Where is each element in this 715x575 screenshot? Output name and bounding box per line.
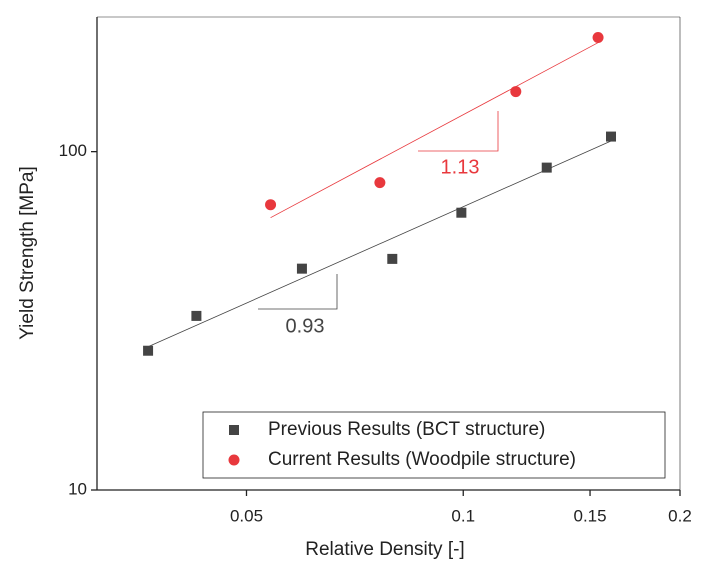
x-tick-label: 0.2 [668,506,692,525]
x-tick-label: 0.15 [573,506,606,525]
x-tick-label: 0.05 [230,506,263,525]
data-point [606,131,617,142]
data-point [456,207,467,218]
data-point [510,86,522,98]
legend-marker [229,425,239,435]
legend-box [202,411,666,479]
y-tick-label: 10 [68,479,87,498]
data-point [387,253,398,264]
slope-triangle [258,274,338,310]
fit-line [270,41,601,219]
data-point [143,345,154,356]
data-point [541,162,552,173]
x-axis-label: Relative Density [-] [305,539,464,560]
fit-line [147,139,615,348]
x-tick-label: 0.1 [451,506,475,525]
slope-triangle [418,111,499,152]
data-point [374,177,386,189]
legend-marker [228,454,240,466]
data-point [592,32,604,44]
data-point [296,263,307,274]
data-point [191,310,202,321]
legend-label: Current Results (Woodpile structure) [268,449,576,470]
legend-label: Previous Results (BCT structure) [268,419,545,440]
slope-label: 1.13 [441,156,480,178]
slope-label: 0.93 [286,315,325,337]
y-axis-label: Yield Strength [MPa] [17,166,38,340]
data-point [265,199,277,211]
y-tick-label: 100 [59,141,87,160]
